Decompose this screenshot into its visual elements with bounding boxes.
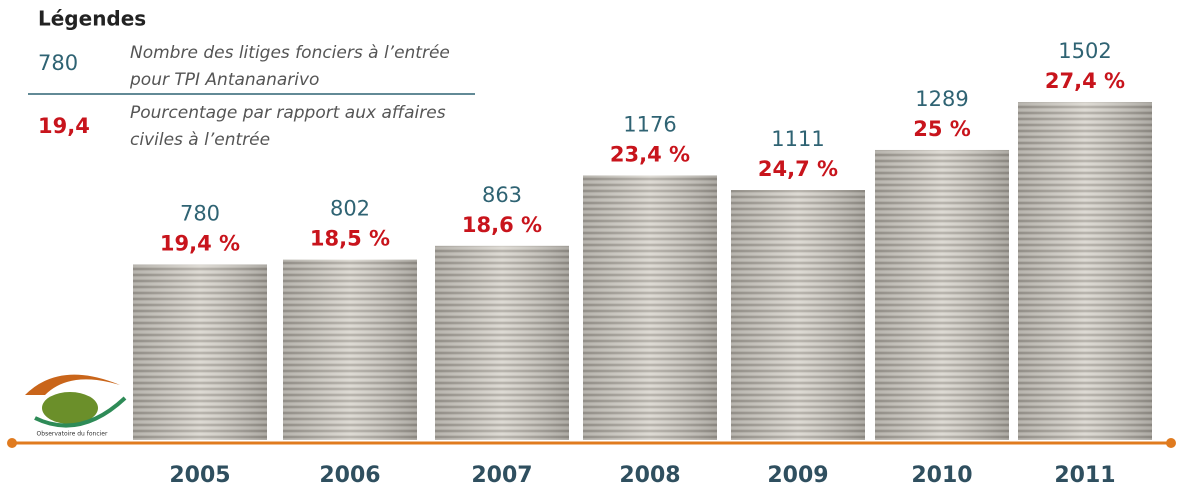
stack-shade xyxy=(1018,102,1152,441)
percent-label: 24,7 % xyxy=(758,157,838,181)
legend-label: Pourcentage par rapport aux affaires civ… xyxy=(130,103,446,150)
axis-dot xyxy=(1166,438,1176,448)
count-label: 1289 xyxy=(915,87,968,111)
count-label: 863 xyxy=(482,183,522,207)
count-label: 1111 xyxy=(771,127,824,151)
percent-label: 27,4 % xyxy=(1045,69,1125,93)
legend-sample: 780 xyxy=(38,51,78,75)
stack-shade xyxy=(435,245,569,440)
x-tick-label: 2005 xyxy=(169,463,230,488)
x-tick-label: 2011 xyxy=(1054,463,1115,488)
logo-text: Observatoire du foncier xyxy=(37,431,108,438)
legend-title: Légendes xyxy=(38,7,146,31)
count-label: 1502 xyxy=(1058,39,1111,63)
x-tick-label: 2006 xyxy=(319,463,380,488)
percent-label: 23,4 % xyxy=(610,142,690,166)
stack-shade xyxy=(875,149,1009,440)
count-label: 802 xyxy=(330,197,370,221)
logo: Observatoire du foncier xyxy=(25,374,127,438)
x-tick-label: 2008 xyxy=(619,463,680,488)
percent-label: 18,5 % xyxy=(310,227,390,251)
x-tick-label: 2010 xyxy=(911,463,972,488)
count-label: 780 xyxy=(180,202,220,226)
axis-dot xyxy=(7,438,17,448)
stack-shade xyxy=(133,264,267,440)
stack-shade xyxy=(731,190,865,440)
percent-label: 19,4 % xyxy=(160,232,240,256)
stack-shade xyxy=(583,175,717,440)
percent-label: 25 % xyxy=(913,117,971,141)
percent-label: 18,6 % xyxy=(462,213,542,237)
legend-sample: 19,4 xyxy=(38,114,90,138)
x-tick-label: 2009 xyxy=(767,463,828,488)
stack-shade xyxy=(283,259,417,440)
x-tick-label: 2007 xyxy=(471,463,532,488)
count-label: 1176 xyxy=(623,112,676,136)
legend-label: Nombre des litiges fonciers à l’entrée p… xyxy=(130,43,450,90)
